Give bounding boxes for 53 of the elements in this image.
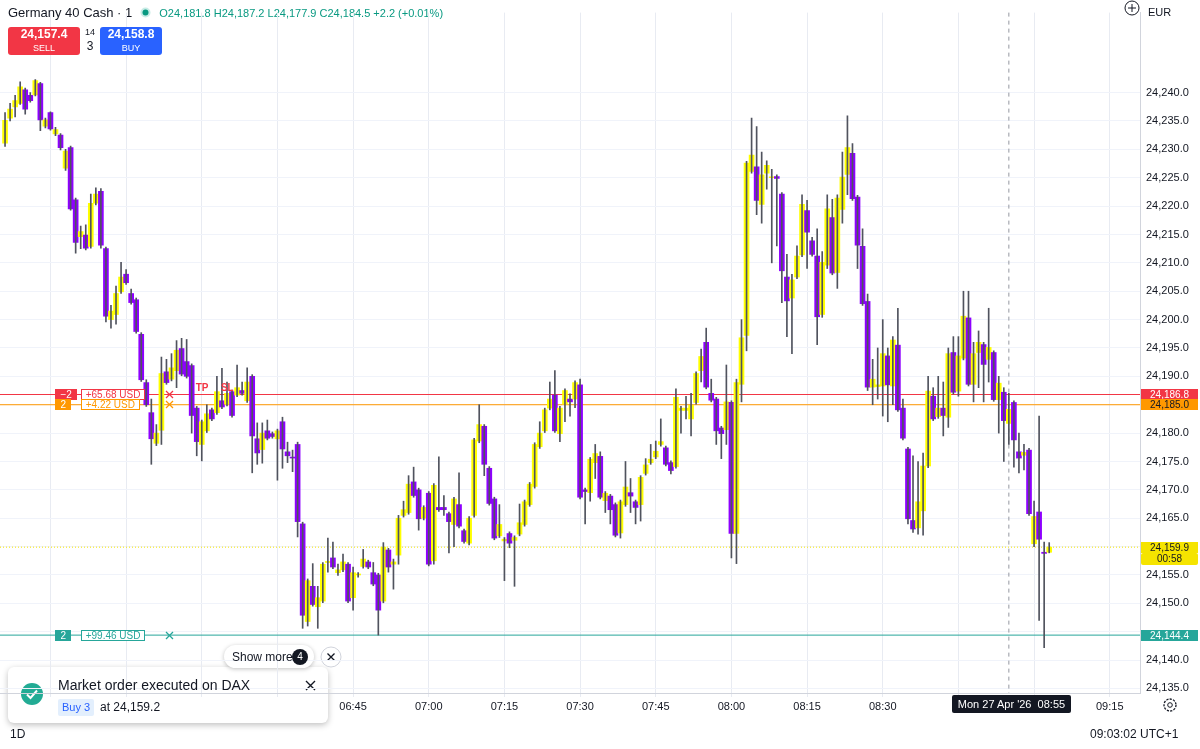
y-tick-label: 24,195.0: [1146, 341, 1189, 354]
annotation: 14: [84, 26, 96, 38]
y-tick-label: 24,170.0: [1146, 482, 1189, 495]
y-tick-label: 24,225.0: [1146, 170, 1189, 183]
annotation: 2: [55, 399, 72, 411]
annotation: SELL: [32, 42, 56, 55]
x-tick-label: 08:15: [793, 699, 821, 712]
ref-line-label: 24,185.0: [1141, 399, 1198, 411]
x-tick-label: 08:00: [717, 699, 746, 712]
y-tick-label: 24,230.0: [1146, 142, 1189, 155]
x-tick-label: 07:45: [641, 699, 670, 712]
x-tick-label: 07:15: [490, 699, 519, 712]
y-tick-label: 24,140.0: [1146, 653, 1189, 666]
y-tick-label: 24,150.0: [1146, 596, 1189, 609]
y-tick-label: 24,135.0: [1146, 681, 1189, 694]
y-tick-label: 24,200.0: [1146, 312, 1189, 325]
text: at 24,159.2: [100, 699, 161, 716]
x-tick-label: 08:30: [868, 699, 897, 712]
annotation: 2: [55, 629, 72, 641]
annotation: 24,158.8: [106, 27, 156, 42]
annotation: +99.46 USD: [80, 629, 146, 641]
chart-subtitle: O24,181.8 H24,187.2 L24,177.9 C24,184.5 +2.2 (+0.01%): [159, 6, 444, 19]
y-tick-label: 24,210.0: [1146, 255, 1189, 268]
annotation: 24,157.4: [19, 27, 69, 42]
y-tick-label: 24,215.0: [1146, 227, 1189, 240]
annotation: +4.22 USD: [80, 399, 140, 411]
y-tick-label: 24,180.0: [1146, 426, 1189, 439]
ref-line-label: 24,144.4: [1141, 629, 1198, 641]
annotation: BUY: [120, 42, 142, 55]
annotation: −2: [55, 389, 77, 400]
y-tick-label: 24,240.0: [1146, 85, 1189, 98]
y-tick-label: 24,235.0: [1146, 114, 1189, 127]
y-tick-label: 24,175.0: [1146, 454, 1189, 467]
y-tick-label: 24,165.0: [1146, 511, 1189, 524]
x-tick-label: 07:00: [415, 699, 443, 712]
y-tick-label: 24,155.0: [1146, 568, 1189, 580]
ref-line-label: Mon 27 Apr '26 08:55: [951, 695, 1072, 713]
x-tick-label: 07:30: [566, 699, 594, 712]
y-tick-label: 24,205.0: [1146, 284, 1189, 297]
x-tick-label: 09:15: [1095, 699, 1124, 712]
ref-line-label: 24,159.9: [1141, 541, 1198, 553]
ref-line-label: 24,186.8: [1141, 389, 1198, 400]
annotation: Show more: [232, 649, 293, 665]
text: 1D: [10, 726, 26, 742]
y-tick-label: 24,190.0: [1146, 369, 1189, 382]
y-tick-label: 24,220.0: [1146, 199, 1189, 212]
annotation: +65.68 USD: [80, 389, 146, 400]
text: 09:03:02 UTC+1: [1090, 726, 1179, 742]
annotation: 3: [85, 39, 95, 54]
x-tick-label: 06:45: [339, 699, 367, 712]
y-axis-title: EUR: [1148, 6, 1172, 18]
annotation: Market order executed on DAX: [58, 676, 251, 694]
annotation: TP: [194, 381, 210, 394]
